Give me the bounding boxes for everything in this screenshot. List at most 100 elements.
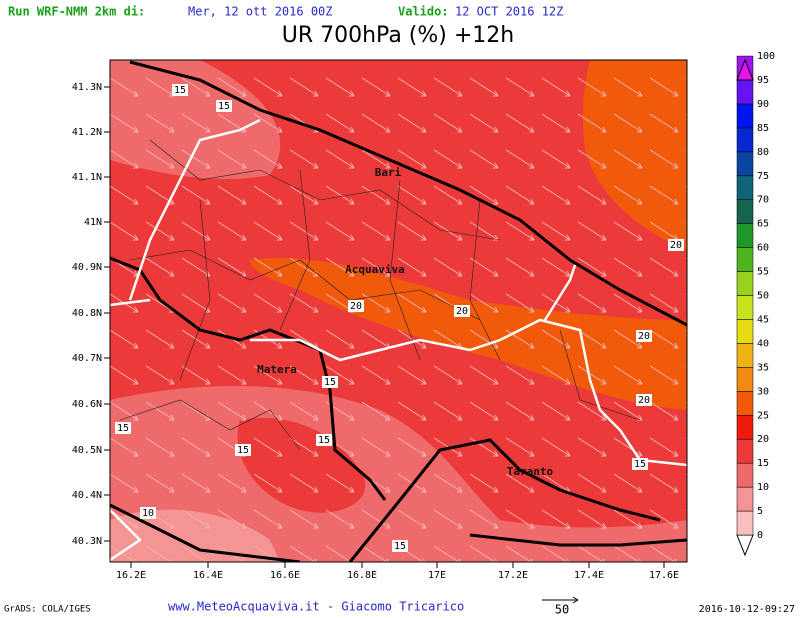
colorbar-swatch — [736, 151, 754, 177]
contour-label-box — [322, 376, 338, 388]
lat-tick-label: 40.7N — [72, 353, 102, 364]
colorbar-swatch — [736, 295, 754, 320]
contour-label: 20 — [670, 240, 682, 251]
timestamp: 2016-10-12-09:27 — [699, 604, 795, 615]
colorbar-swatch — [736, 486, 754, 512]
grads-credit: GrADS: COLA/IGES — [4, 605, 91, 615]
colorbar-label: 75 — [757, 171, 769, 182]
valid-date: 12 OCT 2016 12Z — [455, 5, 563, 19]
colorbar-label: 70 — [757, 195, 769, 206]
lon-tick-label: 16.4E — [193, 570, 223, 581]
colorbar-label: 45 — [757, 314, 769, 325]
contour-label: 15 — [117, 423, 129, 434]
contour-label-box — [454, 305, 470, 317]
axis-ticks: 41.3N 41.2N 41.1N 41N 40.9N 40.8N 40.7N 40.6N 40… — [72, 82, 679, 581]
lat-tick-label: 40.3N — [72, 536, 102, 547]
run-date: Mer, 12 ott 2016 00Z — [188, 5, 333, 19]
contour-label-box — [140, 507, 156, 519]
city-label: Acquaviva — [345, 263, 405, 276]
colorbar-swatch — [736, 367, 754, 392]
colorbar-label: 35 — [757, 362, 769, 373]
site-credit: www.MeteoAcquaviva.it - Giacomo Tricaric… — [168, 600, 464, 614]
contour-label: 15 — [318, 435, 330, 446]
colorbar-swatch — [736, 103, 754, 129]
contour-label-box — [348, 300, 364, 312]
vector-scale: 50 — [555, 603, 569, 617]
wind-vectors — [110, 60, 687, 562]
run-label: Run WRF-NMM 2km di: — [8, 5, 145, 19]
colorbar-label: 25 — [757, 410, 769, 421]
lon-tick-label: 17E — [428, 570, 446, 581]
lon-tick-label: 17.6E — [649, 570, 679, 581]
colorbar-label: 90 — [757, 99, 769, 110]
colorbar: 0 5 10 15 20 25 30 35 40 45 50 55 60 65 70 75 80 85 90 95 10… — [736, 51, 775, 557]
colorbar-label: 55 — [757, 267, 769, 278]
lon-tick-label: 17.2E — [498, 570, 528, 581]
colorbar-swatch — [736, 223, 754, 248]
lat-tick-label: 41N — [84, 217, 102, 228]
vector-scale-head — [572, 596, 579, 604]
contour-label-box — [636, 394, 652, 406]
city-label: Bari — [375, 166, 402, 179]
colorbar-swatch — [736, 462, 754, 488]
colorbar-swatch — [736, 319, 754, 344]
municipal-borders — [119, 139, 641, 451]
contour-label: 15 — [237, 445, 249, 456]
colorbar-swatch — [736, 175, 754, 200]
lon-tick-label: 16.2E — [116, 570, 146, 581]
map-field: 15 15 20 20 20 20 20 15 15 15 15 15 10 15 Bari Acquavi… — [110, 60, 687, 562]
colorbar-label: 10 — [757, 482, 769, 493]
colorbar-label: 65 — [757, 219, 769, 230]
contour-label: 20 — [638, 331, 650, 342]
city-label: Taranto — [507, 465, 554, 478]
colorbar-swatch — [736, 271, 754, 296]
contour-label: 15 — [324, 377, 336, 388]
colorbar-swatch — [736, 199, 754, 224]
contour-label: 15 — [394, 541, 406, 552]
colorbar-label: 0 — [757, 530, 763, 541]
colorbar-label: 50 — [757, 291, 769, 302]
colorbar-swatch — [736, 79, 754, 105]
city-labels: Bari Acquaviva Matera Taranto — [257, 166, 553, 478]
colorbar-swatch — [736, 247, 754, 272]
lat-tick-label: 40.6N — [72, 399, 102, 410]
colorbar-swatch — [736, 438, 754, 464]
colorbar-label: 95 — [757, 75, 769, 86]
map-frame — [109, 59, 688, 563]
contour-label-box — [636, 330, 652, 342]
valid-label: Valido: — [398, 5, 449, 19]
lat-tick-label: 40.8N — [72, 308, 102, 319]
colorbar-swatch — [736, 343, 754, 368]
contour-label-box — [632, 458, 648, 470]
colorbar-swatch — [736, 510, 754, 536]
colorbar-swatch — [736, 391, 754, 416]
contour-label: 15 — [174, 85, 186, 96]
lat-tick-label: 40.4N — [72, 490, 102, 501]
colorbar-swatch — [736, 415, 754, 440]
colorbar-label: 15 — [757, 458, 769, 469]
lat-tick-label: 40.9N — [72, 262, 102, 273]
contour-label: 20 — [350, 301, 362, 312]
contour-label-box — [172, 84, 188, 96]
colorbar-swatch — [736, 58, 754, 81]
colorbar-label: 40 — [757, 338, 769, 349]
contour-label-box — [235, 444, 251, 456]
contour-label: 10 — [142, 508, 154, 519]
title: UR 700hPa (%) +12h — [282, 23, 515, 48]
city-label: Matera — [257, 363, 297, 376]
colorbar-label: 60 — [757, 243, 769, 254]
contour-label-box — [316, 434, 332, 446]
lon-tick-label: 16.6E — [270, 570, 300, 581]
contour-labels: 15 15 20 20 20 20 20 15 15 15 15 15 10 15 — [115, 84, 684, 552]
colorbar-label: 30 — [757, 386, 769, 397]
colorbar-swatch — [736, 127, 754, 153]
contour-label: 20 — [638, 395, 650, 406]
colorbar-swatch — [736, 534, 754, 557]
lon-tick-label: 16.8E — [347, 570, 377, 581]
contour-label: 15 — [634, 459, 646, 470]
coastline — [110, 60, 687, 562]
contour-label-box — [392, 540, 408, 552]
contour-label: 15 — [218, 101, 230, 112]
lat-tick-label: 40.5N — [72, 445, 102, 456]
